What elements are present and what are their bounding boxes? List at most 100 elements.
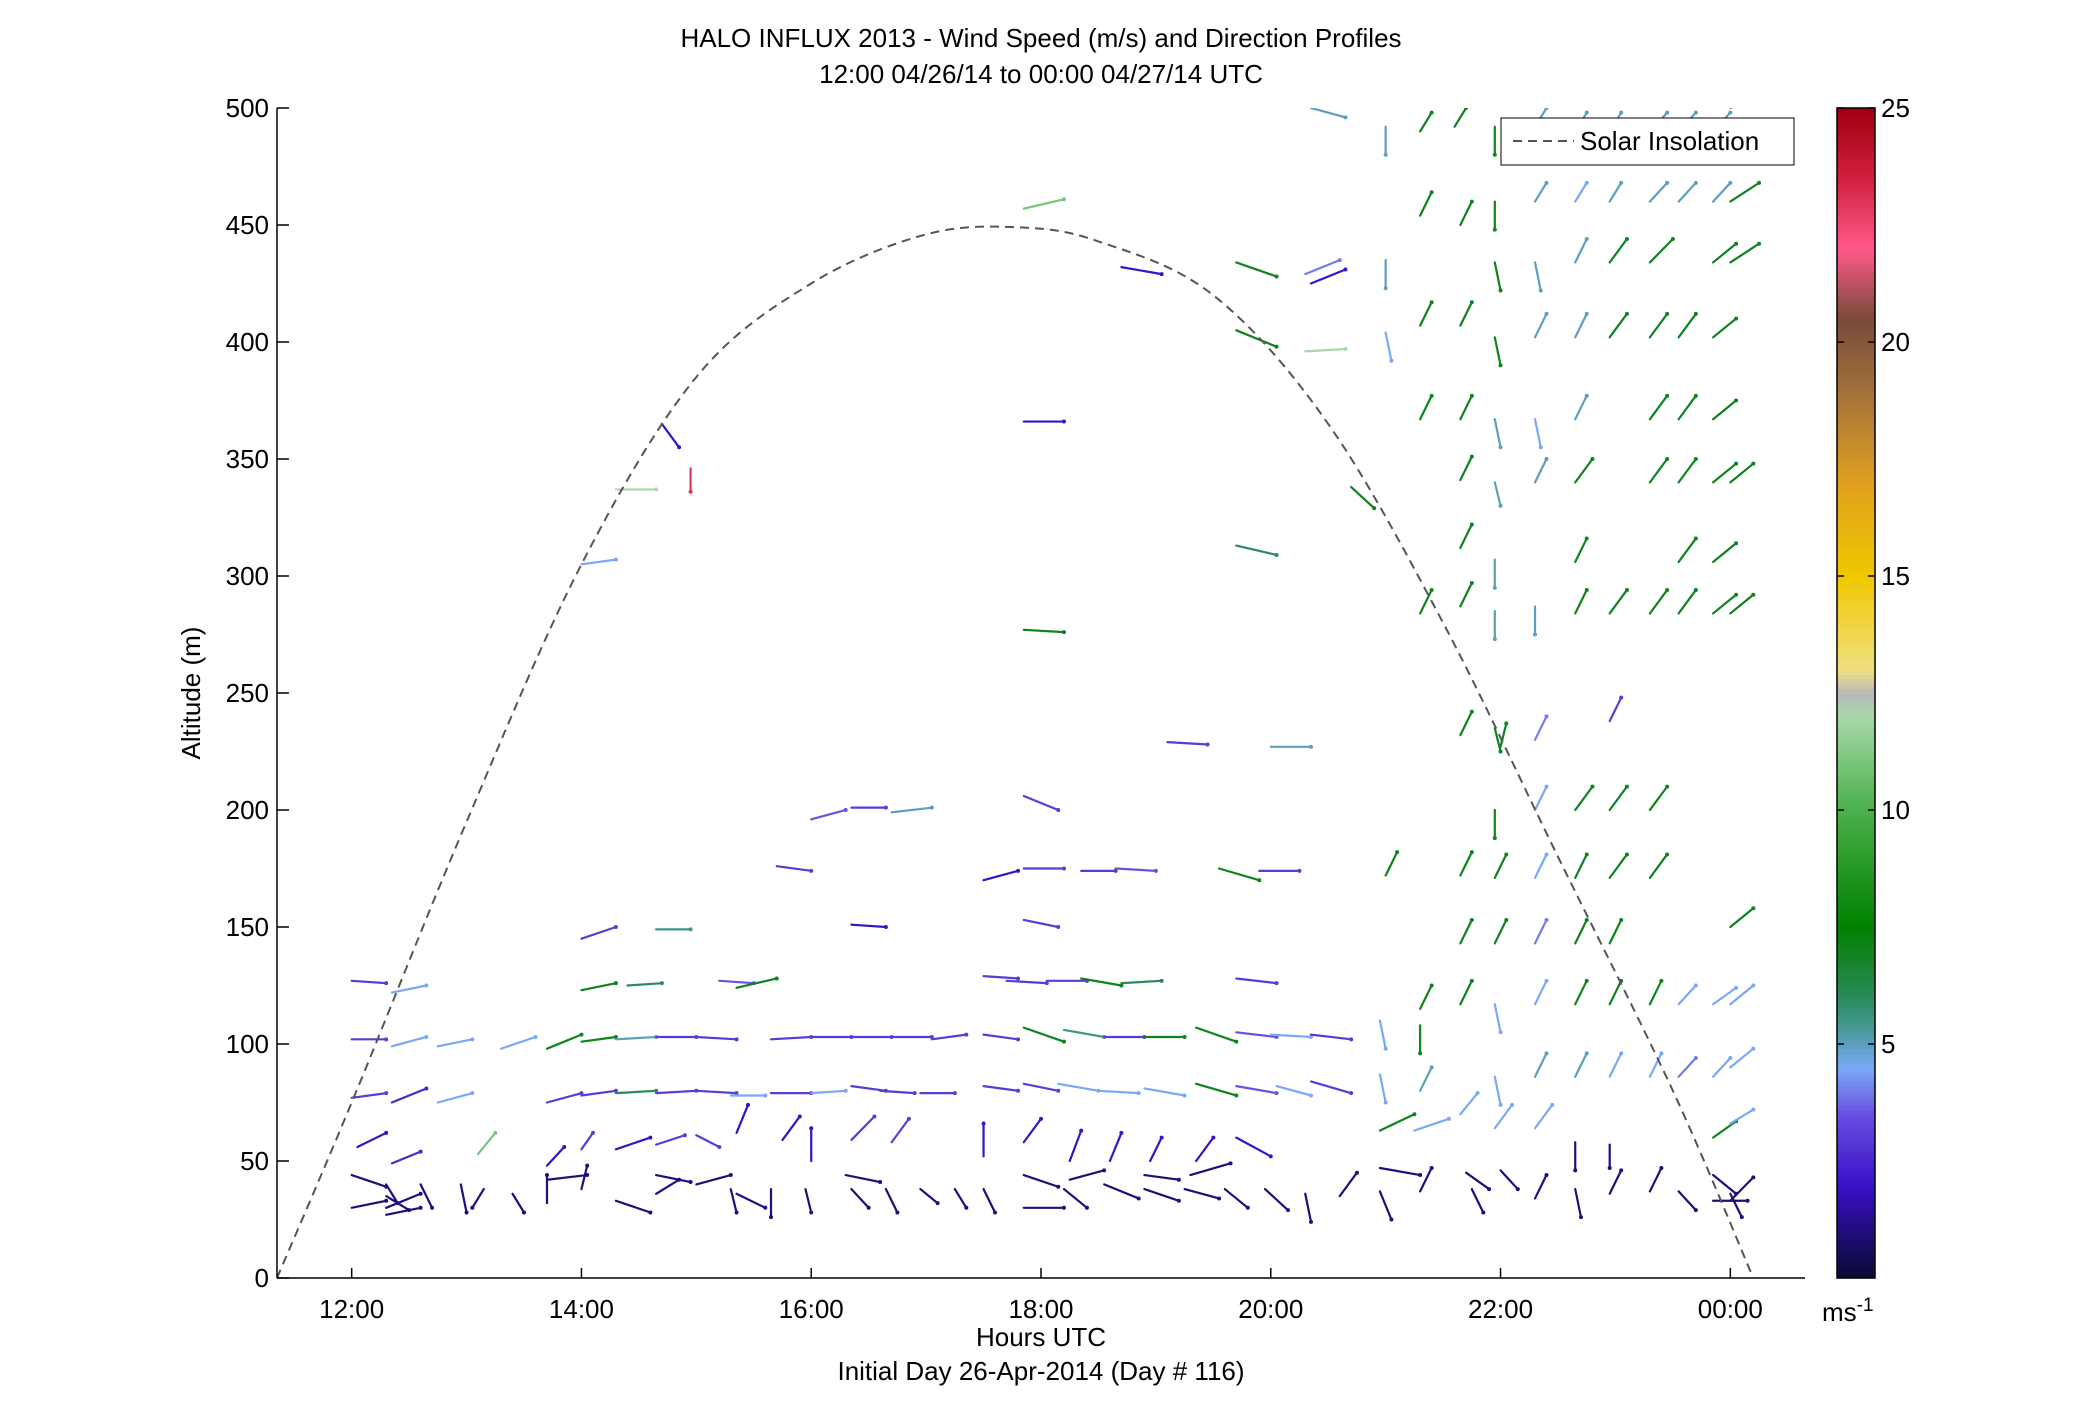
- colorbar-band: [1837, 1123, 1875, 1129]
- colorbar-band: [1837, 234, 1875, 240]
- colorbar-band: [1837, 112, 1875, 118]
- wind-vector-shaft: [471, 1187, 485, 1209]
- wind-vector-head: [1429, 300, 1434, 305]
- wind-vector: [499, 1034, 538, 1050]
- wind-vector-shaft: [436, 1092, 474, 1104]
- wind-vector: [1143, 1034, 1187, 1039]
- wind-vector-head: [470, 1037, 475, 1042]
- wind-vector-shaft: [350, 1199, 388, 1209]
- wind-vector-head: [1659, 1166, 1664, 1171]
- wind-vector: [1608, 1168, 1624, 1195]
- wind-vector: [390, 1149, 423, 1165]
- colorbar-band: [1837, 388, 1875, 395]
- wind-vector-head: [1728, 180, 1733, 185]
- wind-vector: [1493, 481, 1503, 508]
- wind-vector-head: [1659, 1051, 1664, 1056]
- colorbar-band: [1837, 491, 1875, 498]
- x-tick-label: 18:00: [1008, 1294, 1073, 1324]
- y-axis-label: Altitude (m): [176, 627, 206, 760]
- wind-vector-head: [1578, 1215, 1583, 1220]
- wind-vector-shaft: [1608, 853, 1629, 879]
- wind-vector-head: [1297, 868, 1302, 873]
- wind-vector-head: [585, 1163, 590, 1168]
- wind-vector-shaft: [879, 1089, 916, 1095]
- colorbar-band: [1837, 299, 1875, 306]
- wind-vector-shaft: [1574, 312, 1588, 339]
- wind-vector-shaft: [1499, 722, 1508, 748]
- colorbar-band: [1837, 1006, 1875, 1012]
- wind-vector-shaft: [1574, 1052, 1588, 1078]
- wind-vector-head: [1665, 393, 1670, 398]
- colorbar-band: [1837, 379, 1875, 385]
- wind-vector: [1729, 461, 1756, 484]
- wind-vector-shaft: [1269, 1033, 1313, 1039]
- wind-vector-head: [464, 1210, 469, 1215]
- wind-vector: [1533, 180, 1549, 203]
- wind-vector-shaft: [982, 869, 1020, 882]
- wind-vector-head: [613, 1034, 618, 1039]
- wind-vector-head: [1693, 110, 1698, 115]
- wind-vector-shaft: [1493, 918, 1508, 945]
- wind-vector-head: [1624, 311, 1629, 316]
- wind-vector-shaft: [695, 1134, 721, 1149]
- wind-vector-shaft: [1419, 984, 1433, 1011]
- colorbar-band: [1837, 533, 1875, 540]
- wind-vector-head: [809, 868, 814, 873]
- wind-vector-head: [843, 808, 848, 812]
- wind-vector-head: [1751, 906, 1756, 911]
- wind-vector: [350, 979, 389, 986]
- wind-vector: [1677, 983, 1698, 1006]
- wind-vector: [1459, 709, 1474, 737]
- colorbar-band: [1837, 669, 1875, 675]
- wind-vector: [1419, 110, 1434, 133]
- colorbar-band: [1837, 1015, 1875, 1022]
- colorbar-band: [1837, 824, 1875, 830]
- wind-vector: [804, 1187, 814, 1215]
- colorbar-band: [1837, 1076, 1875, 1083]
- colorbar-band: [1837, 580, 1875, 586]
- wind-vector-shaft: [1533, 457, 1548, 484]
- colorbar-band: [1837, 215, 1875, 221]
- colorbar-band: [1837, 1273, 1875, 1279]
- colorbar-band: [1837, 463, 1875, 469]
- colorbar-band: [1837, 903, 1875, 909]
- wind-vector-shaft: [1419, 1166, 1433, 1193]
- wind-vector: [350, 1173, 389, 1189]
- wind-vector: [1711, 316, 1739, 339]
- wind-vector: [1114, 867, 1158, 873]
- wind-vector-shaft: [1459, 394, 1473, 421]
- wind-vector-head: [1274, 981, 1279, 986]
- wind-vector-head: [1590, 457, 1595, 461]
- wind-vector: [1533, 784, 1549, 812]
- colorbar-band: [1837, 964, 1875, 970]
- colorbar-band: [1837, 1212, 1875, 1218]
- wind-vector: [1413, 1116, 1451, 1132]
- wind-vector: [1309, 267, 1348, 285]
- wind-vector: [350, 1037, 389, 1042]
- wind-vector-shaft: [930, 1033, 968, 1041]
- wind-vector: [1574, 457, 1595, 484]
- colorbar-band: [1837, 1086, 1875, 1092]
- wind-vector: [1533, 917, 1549, 945]
- colorbar-band: [1837, 688, 1875, 694]
- wind-vector: [1419, 190, 1434, 217]
- wind-vector-head: [1619, 917, 1624, 922]
- wind-vector-head: [1504, 852, 1509, 857]
- wind-vector: [1677, 180, 1698, 203]
- colorbar-band: [1837, 449, 1875, 455]
- wind-vector: [1729, 1107, 1756, 1125]
- colorbar-band: [1837, 1146, 1875, 1153]
- wind-vector: [809, 1126, 814, 1163]
- wind-vector-head: [1584, 393, 1589, 398]
- colorbar-band: [1837, 1189, 1875, 1195]
- colorbar-band: [1837, 248, 1875, 254]
- wind-vector-head: [1728, 1056, 1733, 1061]
- wind-vector-head: [1624, 237, 1629, 242]
- wind-vector-head: [1751, 1107, 1756, 1112]
- wind-vector-head: [1693, 393, 1698, 398]
- colorbar-band: [1837, 1034, 1875, 1040]
- wind-vector-head: [964, 1032, 969, 1037]
- colorbar-ticks: 5 10 15 20 25: [1837, 93, 1910, 1059]
- wind-vector: [1418, 1024, 1423, 1056]
- wind-vector-head: [912, 1091, 917, 1096]
